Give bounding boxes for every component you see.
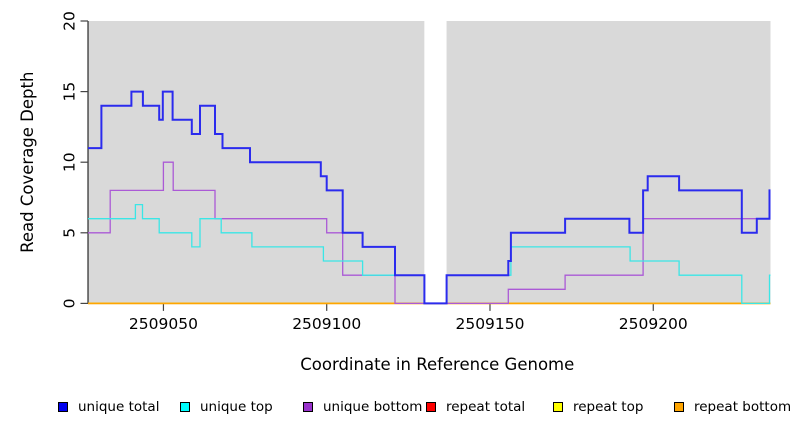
legend-swatch-unique-bottom [303, 402, 313, 412]
legend-item-repeat-total: repeat total [426, 398, 525, 416]
legend-swatch-repeat-bottom [674, 402, 684, 412]
series-unique-bottom [88, 161, 771, 305]
y-tick-label: 15 [61, 82, 79, 102]
x-axis-title: Coordinate in Reference Genome [300, 355, 574, 374]
y-tick-label: 5 [61, 228, 79, 238]
series-unique-top [88, 203, 771, 305]
legend-swatch-repeat-top [553, 402, 563, 412]
legend-item-repeat-bottom: repeat bottom [674, 398, 791, 416]
coverage-chart: 0 5 10 15 20 2509050 2509100 2509150 2509200 Coor… [18, 11, 771, 374]
y-axis-title: Read Coverage Depth [18, 72, 37, 253]
x-tick-label: 2509200 [619, 315, 688, 333]
y-tick-label: 10 [61, 152, 79, 172]
legend-item-repeat-top: repeat top [553, 398, 643, 416]
legend-label: repeat top [573, 399, 644, 415]
y-tick-label: 0 [61, 298, 79, 308]
x-tick-label: 2509050 [129, 315, 198, 333]
legend-swatch-unique-top [180, 402, 190, 412]
x-tick-label: 2509150 [455, 315, 524, 333]
chart-legend: unique total unique top unique bottom repea… [0, 398, 792, 418]
legend-item-unique-bottom: unique bottom [303, 398, 422, 416]
x-tick-label: 2509100 [292, 315, 361, 333]
legend-swatch-unique-total [58, 402, 68, 412]
legend-item-unique-total: unique total [58, 398, 159, 416]
y-tick-label: 20 [61, 11, 79, 31]
legend-item-unique-top: unique top [180, 398, 273, 416]
legend-swatch-repeat-total [426, 402, 436, 412]
legend-label: repeat total [446, 399, 526, 415]
legend-label: unique total [78, 399, 160, 415]
legend-label: unique top [200, 399, 273, 415]
legend-label: repeat bottom [694, 399, 792, 415]
series-unique-total [88, 90, 771, 305]
legend-label: unique bottom [323, 399, 423, 415]
coverage-gap-band [424, 21, 447, 304]
